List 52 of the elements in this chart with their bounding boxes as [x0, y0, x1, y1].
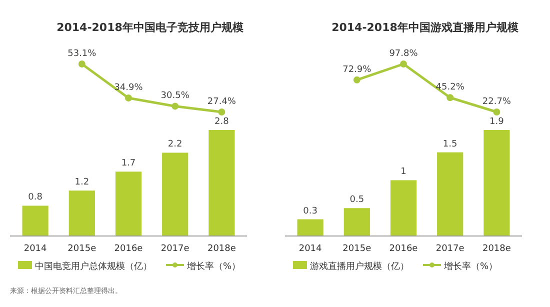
- bar: [68, 190, 95, 236]
- x-tick-label: 2017e: [436, 244, 465, 254]
- data-label: 45.2%: [436, 82, 465, 93]
- point: [172, 102, 179, 110]
- point: [493, 108, 500, 116]
- data-label: 27.4%: [207, 97, 236, 107]
- data-label: 97.8%: [389, 49, 418, 59]
- bar: [22, 206, 48, 236]
- data-label: 1: [400, 167, 406, 178]
- bar: [437, 152, 464, 236]
- data-label: 0.5: [350, 195, 364, 206]
- bar: [390, 180, 417, 236]
- point: [218, 108, 226, 116]
- legend-label: 中国电竞用户总体规模（亿）: [35, 261, 152, 272]
- bar: [484, 130, 510, 236]
- legend-label: 增长率（%）: [186, 261, 241, 272]
- point: [446, 94, 454, 102]
- chart-title: 2014-2018年中国游戏直播用户规模: [332, 21, 520, 34]
- bar: [344, 208, 370, 236]
- point: [78, 60, 86, 68]
- point: [353, 76, 360, 84]
- bar: [115, 172, 142, 236]
- data-label: 0.3: [303, 206, 318, 216]
- x-tick-label: 2018e: [482, 244, 512, 254]
- data-label: 34.9%: [114, 82, 144, 93]
- data-label: 2.8: [214, 117, 230, 127]
- x-tick-label: 2016e: [389, 244, 418, 254]
- data-label: 72.9%: [342, 64, 372, 75]
- data-label: 1.9: [490, 117, 504, 127]
- x-tick-label: 2017e: [160, 244, 190, 254]
- data-label: 2.2: [168, 140, 182, 150]
- x-tick-label: 2018e: [207, 244, 236, 254]
- legend-label: 增长率（%）: [443, 261, 498, 272]
- data-label: 30.5%: [160, 91, 190, 102]
- data-label: 22.7%: [482, 97, 512, 107]
- x-tick-label: 2014: [24, 244, 48, 254]
- bar: [162, 152, 188, 236]
- data-label: 1.7: [121, 158, 136, 169]
- x-tick-label: 2014: [298, 244, 322, 254]
- data-label: 1.2: [74, 178, 90, 188]
- x-tick-label: 2015e: [68, 244, 97, 254]
- bar: [297, 219, 324, 236]
- x-tick-label: 2016e: [114, 244, 144, 254]
- point: [400, 60, 407, 68]
- x-tick-label: 2015e: [342, 244, 372, 254]
- bar: [208, 130, 235, 236]
- point: [125, 94, 132, 102]
- legend-label: 游戏直播用户规模（亿）: [310, 261, 409, 272]
- chart-title: 2014-2018年中国电子竞技用户规模: [56, 21, 244, 34]
- data-label: 53.1%: [68, 49, 97, 59]
- data-label: 0.8: [28, 192, 43, 203]
- data-label: 1.5: [442, 139, 458, 150]
